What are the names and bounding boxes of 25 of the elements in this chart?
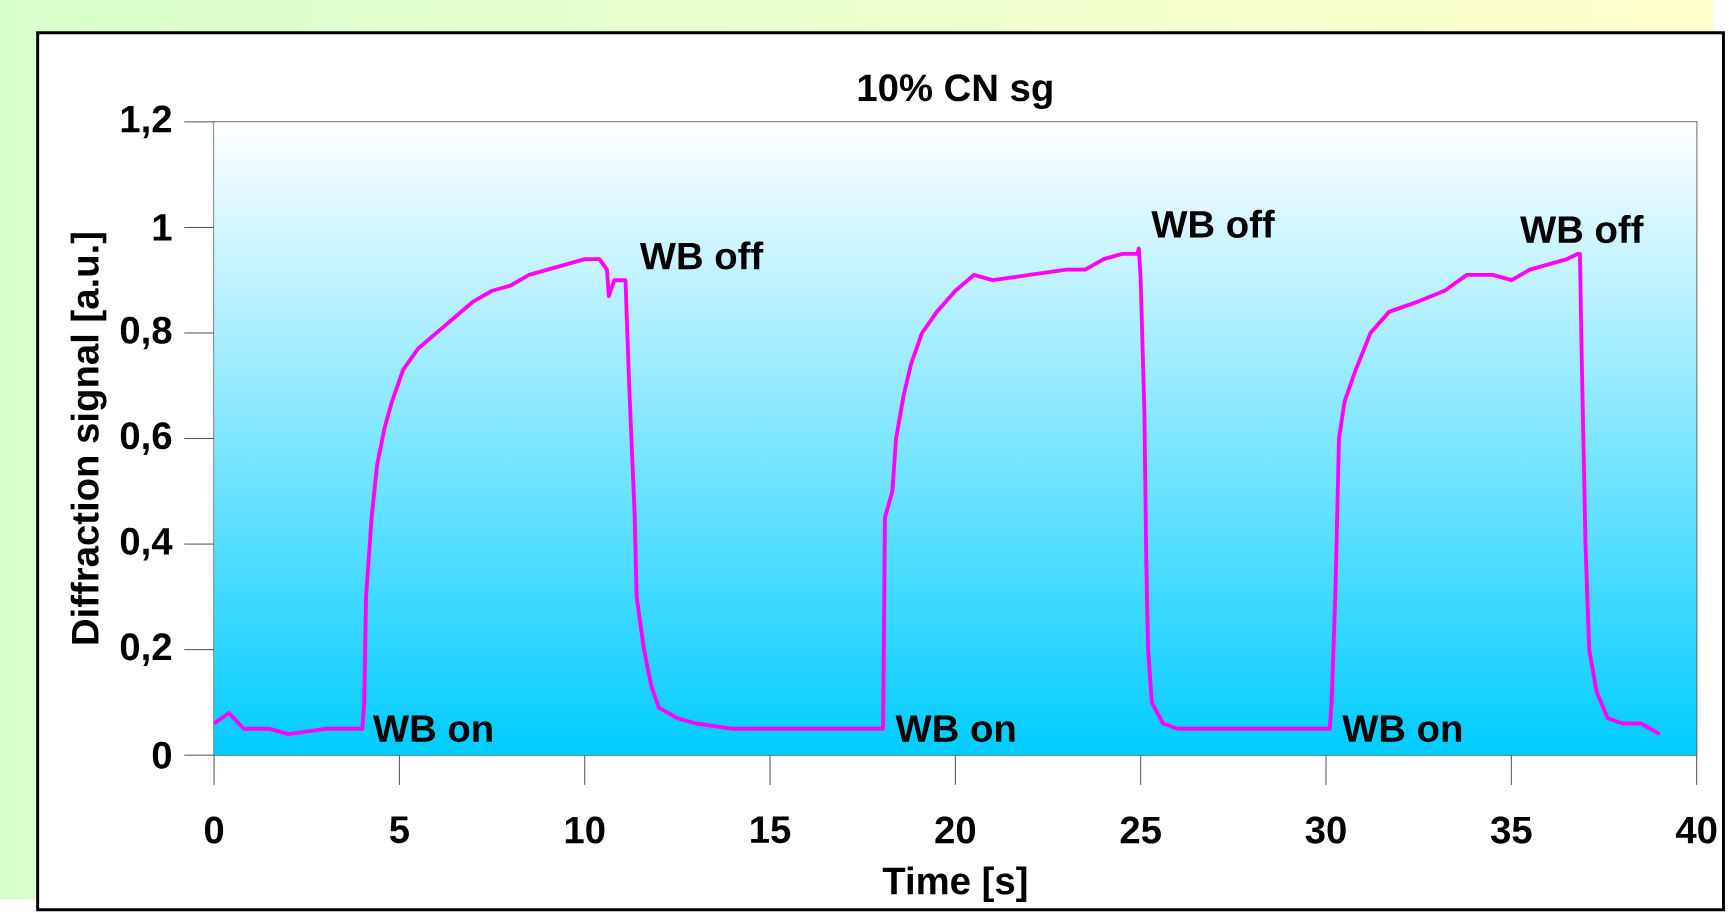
x-tick-label: 10 xyxy=(565,816,605,844)
annotation: WB on xyxy=(1342,715,1462,743)
annotation: WB on xyxy=(372,715,492,743)
y-tick-label: 1,2 xyxy=(121,105,172,139)
x-axis-title: Time [s] xyxy=(882,866,1027,903)
y-tick-label: 0 xyxy=(152,741,172,769)
x-tick-label: 5 xyxy=(389,816,409,844)
annotation: WB on xyxy=(895,715,1015,743)
x-tick-label: 15 xyxy=(751,816,791,844)
y-axis-title: Diffraction signal [a.u.] xyxy=(70,233,107,644)
x-tick-label: 0 xyxy=(204,816,224,844)
x-tick-label: 35 xyxy=(1490,816,1532,844)
x-tick-label: 25 xyxy=(1120,816,1161,844)
x-tick-label: 20 xyxy=(935,816,976,844)
x-tick-label: 30 xyxy=(1305,816,1346,844)
annotation: WB off xyxy=(1151,209,1275,238)
y-tick-label: 0,8 xyxy=(120,316,172,350)
y-tick-label: 0,6 xyxy=(120,422,172,455)
y-tick-label: 1 xyxy=(153,214,172,241)
y-tick-label: 0,2 xyxy=(120,633,172,666)
x-tick-label: 40 xyxy=(1675,816,1717,844)
annotation: WB off xyxy=(1520,215,1644,244)
chart-title: 10% CN sg xyxy=(858,74,1052,110)
annotation: WB off xyxy=(639,241,764,270)
y-tick-label: 0,4 xyxy=(120,527,173,561)
